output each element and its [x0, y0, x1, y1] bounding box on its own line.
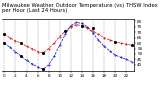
Point [92, 27, 94, 29]
Point [80, 25, 83, 26]
Point [130, 45, 133, 46]
Point [3, 42, 6, 44]
Point [42, 52, 44, 54]
Point [114, 41, 116, 43]
Point [64, 30, 67, 32]
Text: Milwaukee Weather Outdoor Temperature (vs) THSW Index per Hour (Last 24 Hours): Milwaukee Weather Outdoor Temperature (v… [2, 3, 157, 13]
Point [20, 42, 22, 44]
Point [20, 55, 22, 57]
Point [3, 34, 6, 35]
Point [42, 68, 44, 70]
